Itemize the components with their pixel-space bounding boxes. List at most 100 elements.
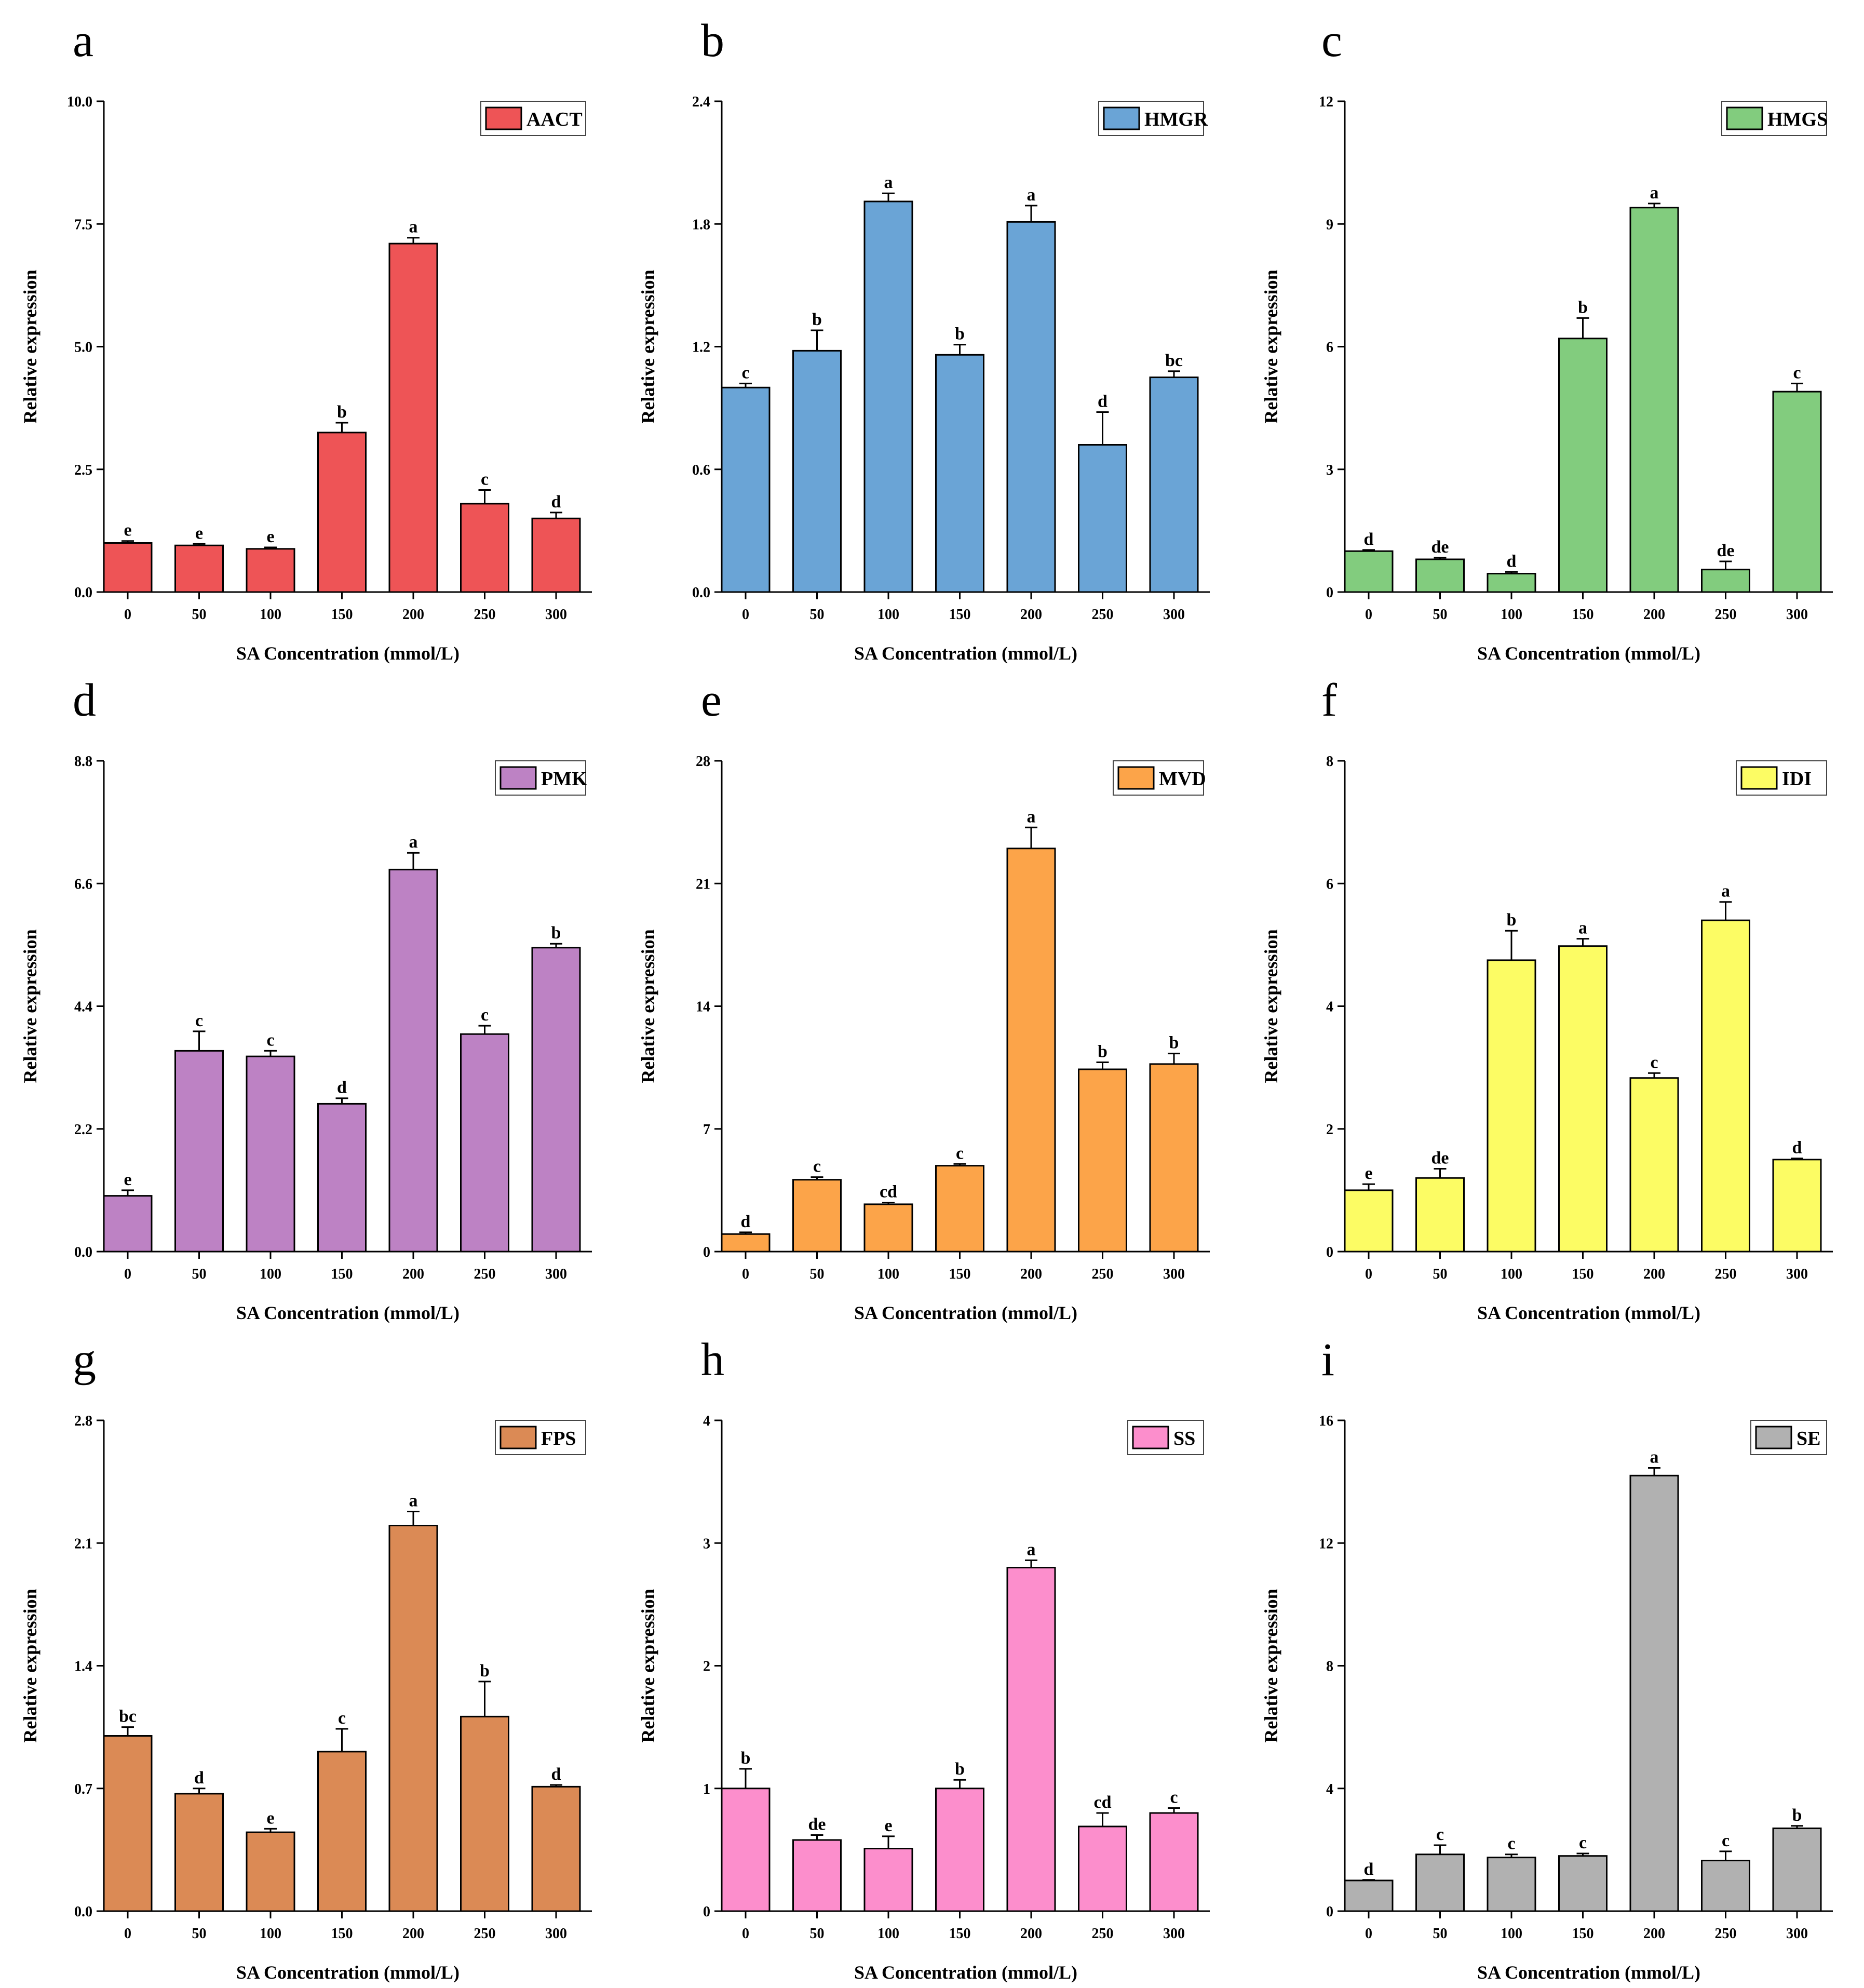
significance-label: a: [409, 832, 418, 852]
y-tick-label: 4: [703, 1413, 710, 1429]
bar: [1344, 1879, 1394, 1912]
x-tick-label: 300: [1786, 1926, 1808, 1942]
chart-panel-a: a 0.0 2.5 5.0 7.5 10.0 e 0 e 50 e 100 b 150 a 200 c 250 d 3…: [20, 15, 592, 664]
x-tick-label: 0: [124, 607, 131, 623]
x-tick-label: 100: [877, 1926, 899, 1942]
significance-label: b: [955, 325, 965, 344]
x-tick-label: 100: [1501, 1266, 1522, 1282]
legend-swatch: [1103, 106, 1140, 130]
legend-swatch: [1117, 766, 1155, 790]
y-tick-label: 0: [1326, 1904, 1333, 1920]
significance-label: d: [551, 492, 561, 512]
bar: [1558, 338, 1608, 593]
x-tick-label: 150: [1572, 1266, 1594, 1282]
bar: [1558, 945, 1608, 1253]
y-tick-label: 6.6: [74, 876, 92, 892]
x-axis-title: SA Concentration (mmol/L): [1477, 643, 1700, 664]
bar: [1078, 1068, 1127, 1253]
significance-label: c: [1579, 1833, 1587, 1852]
y-tick-label: 16: [1319, 1413, 1333, 1429]
bar: [1558, 1855, 1608, 1912]
x-tick-label: 50: [1433, 607, 1448, 623]
significance-label: e: [124, 1170, 131, 1189]
chart-panel-h: h 0 1 2 3 4 b 0 de 50 e 100 b 150 a 200 cd 250 c 300 SA Conc…: [638, 1334, 1210, 1983]
x-axis-title: SA Concentration (mmol/L): [1477, 1302, 1700, 1323]
x-tick-label: 100: [1501, 607, 1522, 623]
chart-panel-f: f 0 2 4 6 8 e 0 de 50 b 100 a 150 c 200 a 250 d 300 SA Conce…: [1261, 675, 1833, 1323]
x-tick-label: 250: [1092, 607, 1114, 623]
y-tick-label: 1.8: [692, 217, 710, 233]
y-tick-label: 8: [1326, 754, 1333, 770]
y-tick-label: 0.6: [692, 462, 710, 478]
y-tick-label: 0.0: [74, 1244, 92, 1260]
bar: [1149, 1063, 1199, 1253]
x-tick-label: 0: [742, 1266, 749, 1282]
bar: [317, 1751, 367, 1912]
significance-label: e: [266, 527, 274, 546]
bar: [1415, 1177, 1465, 1253]
x-tick-label: 50: [810, 1266, 825, 1282]
significance-label: bc: [1165, 351, 1183, 370]
x-tick-label: 50: [192, 607, 207, 623]
x-tick-label: 100: [260, 607, 281, 623]
x-tick-label: 0: [1365, 607, 1372, 623]
x-tick-label: 100: [877, 1266, 899, 1282]
significance-label: c: [338, 1709, 346, 1728]
x-tick-label: 300: [1163, 1926, 1185, 1942]
significance-label: c: [1650, 1053, 1658, 1072]
bar: [792, 1839, 842, 1912]
legend-swatch: [499, 1426, 537, 1449]
bar: [531, 1785, 581, 1912]
significance-label: d: [194, 1768, 204, 1788]
y-tick-label: 9: [1326, 217, 1333, 233]
significance-label: a: [1721, 882, 1730, 901]
significance-label: c: [481, 1005, 489, 1025]
legend-swatch: [1132, 1426, 1169, 1449]
x-tick-label: 250: [1715, 1266, 1737, 1282]
legend-label: SS: [1173, 1428, 1195, 1449]
x-tick-label: 250: [474, 1266, 496, 1282]
significance-label: c: [1793, 363, 1801, 382]
significance-label: bc: [119, 1707, 137, 1726]
legend-label: AACT: [526, 109, 583, 130]
significance-label: b: [551, 923, 561, 943]
significance-label: b: [1169, 1033, 1179, 1053]
significance-label: de: [1717, 541, 1735, 560]
x-tick-label: 50: [192, 1266, 207, 1282]
bar: [388, 868, 438, 1253]
y-tick-label: 2: [703, 1659, 710, 1675]
bar: [1006, 221, 1056, 593]
x-tick-label: 50: [1433, 1926, 1448, 1942]
panel-letter: e: [701, 675, 722, 726]
bar: [1344, 550, 1394, 593]
x-tick-label: 200: [402, 1926, 424, 1942]
x-axis-title: SA Concentration (mmol/L): [236, 643, 460, 664]
y-tick-label: 7: [703, 1122, 710, 1138]
x-tick-label: 200: [1020, 1266, 1042, 1282]
legend: SS: [1127, 1420, 1204, 1455]
y-tick-label: 3: [703, 1536, 710, 1552]
y-axis-title: Relative expression: [20, 270, 40, 423]
significance-label: a: [409, 1492, 418, 1511]
y-tick-label: 0: [1326, 585, 1333, 601]
bar: [1006, 1567, 1056, 1912]
bar: [792, 350, 842, 593]
bar: [935, 354, 984, 593]
bar: [1344, 1189, 1394, 1253]
bar: [721, 1788, 771, 1912]
bar: [935, 1788, 984, 1912]
x-tick-label: 100: [877, 607, 899, 623]
y-tick-label: 0.7: [74, 1781, 92, 1797]
bar: [1701, 569, 1750, 593]
bar: [1078, 1825, 1127, 1912]
bar: [792, 1179, 842, 1253]
x-axis-title: SA Concentration (mmol/L): [236, 1962, 460, 1983]
panel-letter: d: [73, 675, 96, 726]
x-tick-label: 100: [260, 1926, 281, 1942]
bar: [174, 544, 224, 593]
legend-swatch: [499, 766, 537, 790]
y-tick-label: 12: [1319, 1536, 1333, 1552]
x-tick-label: 300: [545, 1926, 567, 1942]
x-tick-label: 250: [1715, 1926, 1737, 1942]
significance-label: b: [1578, 298, 1588, 317]
